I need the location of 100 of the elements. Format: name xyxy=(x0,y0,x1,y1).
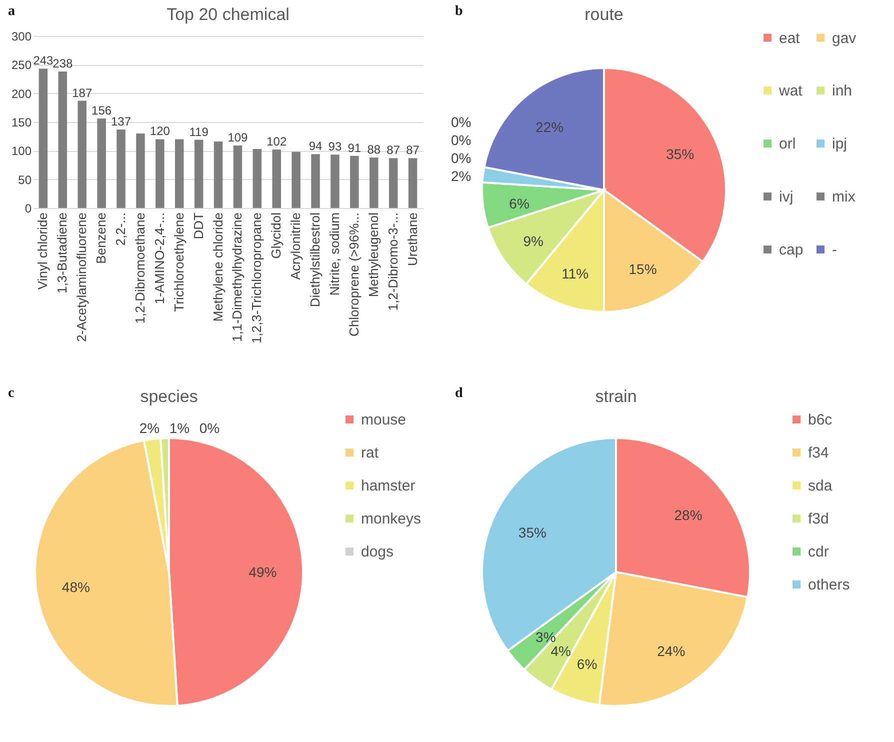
x-tick-label: DDT xyxy=(190,212,206,240)
legend-label: orl xyxy=(779,136,796,152)
data-label: 24% xyxy=(657,642,686,659)
data-label: 49% xyxy=(248,564,277,580)
data-label: 87 xyxy=(406,143,420,158)
text: c xyxy=(8,386,14,402)
legend-label: inh xyxy=(832,82,852,100)
text: a xyxy=(8,4,15,20)
legend-label: f34 xyxy=(808,444,829,462)
x-tick-label: Trichloroethylene xyxy=(171,212,186,312)
data-label: 243 xyxy=(33,54,54,68)
data-label: 11% xyxy=(562,265,589,282)
chart-title: route xyxy=(584,5,624,24)
data-label: 28% xyxy=(674,507,702,524)
bar xyxy=(194,140,204,208)
legend-label: cdr xyxy=(808,544,829,560)
data-label: 6% xyxy=(576,656,598,672)
legend-label: rat xyxy=(361,444,380,462)
x-tick-label: Methyleugenol xyxy=(366,212,381,298)
x-tick-label: Chloroprene (>96%... xyxy=(346,212,362,336)
text: 0% xyxy=(199,420,220,436)
text: b xyxy=(455,4,463,20)
data-label: 187 xyxy=(72,86,92,100)
legend-label: others xyxy=(808,576,850,594)
x-tick-label: 1-AMINO-2,4-... xyxy=(152,212,167,304)
bar xyxy=(311,154,320,208)
x-tick-label: Urethane xyxy=(404,212,420,266)
y-tick-label: 50 xyxy=(18,172,32,187)
data-label: 3% xyxy=(536,629,556,646)
bar xyxy=(370,158,378,208)
y-tick-label: 0 xyxy=(24,202,32,216)
legend-label: monkeys xyxy=(361,510,422,528)
legend-label: sda xyxy=(808,478,833,494)
data-label: 156 xyxy=(92,104,112,118)
x-tick-label: 1,2-Dibromo-3-... xyxy=(385,212,400,311)
x-tick-label: 1,2,3-Trichloropropane xyxy=(249,212,264,344)
x-tick-label: Glycidol xyxy=(268,212,284,259)
data-label: 238 xyxy=(52,56,73,71)
y-tick-label: 200 xyxy=(11,86,32,101)
x-tick-label: Diethylstilbestrol xyxy=(308,212,323,308)
data-label: 15% xyxy=(628,261,657,278)
x-tick-label: Methylene chloride xyxy=(210,212,226,322)
legend-label: wat xyxy=(778,82,804,100)
y-tick-label: 150 xyxy=(11,116,32,130)
bar xyxy=(252,148,262,208)
data-label: 2% xyxy=(139,420,160,436)
data-label: 120 xyxy=(150,124,170,138)
legend-label: hamster xyxy=(361,478,416,494)
bar xyxy=(214,141,223,208)
bar xyxy=(116,129,126,208)
bar xyxy=(156,139,164,208)
bar xyxy=(388,158,398,208)
data-label: 6% xyxy=(509,196,530,212)
x-tick-label: Acrylonitrile xyxy=(288,212,304,280)
bar xyxy=(38,68,48,208)
data-label: 119 xyxy=(189,124,209,139)
text: 0% xyxy=(451,150,472,166)
x-tick-label: Benzene xyxy=(94,212,109,264)
legend-label: f3d xyxy=(808,510,829,528)
data-label: 88 xyxy=(367,142,381,157)
bar xyxy=(174,139,184,208)
bar xyxy=(58,72,68,208)
data-label: 109 xyxy=(228,130,248,145)
legend-label: mix xyxy=(832,188,856,206)
legend-label: cap xyxy=(779,242,804,258)
data-label: 35% xyxy=(666,146,694,162)
bar xyxy=(78,100,86,208)
data-label: 9% xyxy=(523,233,544,249)
bar xyxy=(272,150,282,208)
data-label: 35% xyxy=(518,524,546,540)
x-tick-label: Vinyl chloride xyxy=(35,212,50,290)
data-label: 4% xyxy=(550,642,571,659)
data-label: 93 xyxy=(328,140,342,154)
x-tick-label: 1,3-Butadiene xyxy=(54,212,70,294)
data-label: 1% xyxy=(169,420,190,436)
y-tick-label: 300 xyxy=(11,30,32,44)
chart-title: Top 20 chemical xyxy=(166,5,290,24)
bar xyxy=(136,133,145,208)
x-tick-label: 2,2-... xyxy=(113,212,128,246)
bar xyxy=(97,118,106,208)
data-label: 102 xyxy=(266,134,287,149)
data-label: 2% xyxy=(451,168,472,184)
x-tick-label: 2-Acetylaminofluorene xyxy=(74,212,90,342)
data-label: 91 xyxy=(348,140,362,155)
text: 0% xyxy=(451,132,472,148)
data-label: 87 xyxy=(386,143,400,158)
legend-label: ivj xyxy=(779,188,794,206)
y-tick-label: 250 xyxy=(11,58,32,72)
bar xyxy=(233,146,242,208)
chart-title: strain xyxy=(595,387,637,406)
x-tick-label: 1,1-Dimethylhydrazine xyxy=(230,212,245,342)
text: d xyxy=(455,386,463,402)
data-label: 94 xyxy=(308,139,323,154)
legend-label: mouse xyxy=(361,412,406,428)
data-label: 48% xyxy=(62,578,90,595)
data-label: 137 xyxy=(111,114,132,128)
y-tick-label: 100 xyxy=(11,144,32,158)
bar xyxy=(350,156,359,208)
x-tick-label: 1,2-Dibromoethane xyxy=(132,212,148,324)
x-tick-label: Nitrite, sodium xyxy=(326,212,342,296)
